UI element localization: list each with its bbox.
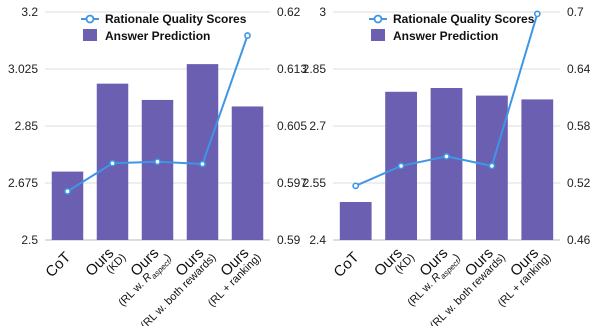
rationale-quality-point bbox=[244, 32, 251, 39]
y-tick-label: 3.2 bbox=[21, 5, 38, 19]
rationale-quality-point bbox=[352, 182, 360, 190]
legend-label: Rationale Quality Scores bbox=[105, 12, 247, 26]
legend-label: Rationale Quality Scores bbox=[393, 12, 535, 26]
rationale-quality-point bbox=[533, 10, 541, 18]
y2-tick-label: 0.613 bbox=[277, 62, 307, 76]
y2-tick-label: 0.62 bbox=[277, 5, 301, 19]
y2-tick-label: 0.46 bbox=[567, 233, 590, 247]
x-tick-label: CoT bbox=[330, 249, 362, 281]
x-tick-label: CoT bbox=[42, 249, 74, 281]
y-tick-label: 2.85 bbox=[15, 119, 39, 133]
y2-tick-label: 0.58 bbox=[567, 119, 590, 133]
answer-prediction-bar bbox=[51, 171, 84, 240]
rationale-quality-point bbox=[488, 162, 496, 170]
y-tick-label: 3 bbox=[319, 5, 326, 19]
answer-prediction-bar bbox=[141, 99, 174, 240]
rationale-quality-point bbox=[109, 159, 116, 167]
answer-prediction-bar bbox=[231, 106, 264, 240]
legend: Rationale Quality Scores Answer Predictio… bbox=[369, 12, 535, 43]
rationale-quality-point bbox=[154, 158, 161, 166]
legend-marker-icon bbox=[85, 14, 95, 24]
y2-tick-label: 0.59 bbox=[277, 233, 301, 247]
rationale-quality-point bbox=[443, 152, 450, 160]
y-tick-label: 2.85 bbox=[303, 62, 327, 76]
y2-tick-label: 0.7 bbox=[567, 5, 584, 19]
y-tick-label: 3.025 bbox=[8, 62, 38, 76]
y2-tick-label: 0.52 bbox=[567, 176, 590, 190]
y-tick-label: 2.7 bbox=[309, 119, 326, 133]
answer-prediction-bar bbox=[521, 99, 554, 241]
chart-panel-1: 2.5 2.675 2.85 3.025 3.2 0.59 0.597 0.605 0.613 0… bbox=[8, 5, 307, 326]
rationale-quality-point bbox=[199, 160, 206, 168]
y-tick-label: 2.4 bbox=[309, 233, 326, 247]
legend-bar-swatch bbox=[83, 29, 97, 41]
rationale-quality-point bbox=[397, 162, 405, 170]
y-tick-label: 2.5 bbox=[21, 233, 38, 247]
legend-marker-icon bbox=[373, 14, 383, 24]
legend-label: Answer Prediction bbox=[393, 29, 498, 43]
answer-prediction-bar bbox=[430, 88, 463, 240]
y2-tick-label: 0.64 bbox=[567, 62, 590, 76]
y2-tick-label: 0.605 bbox=[277, 119, 307, 133]
answer-prediction-bar bbox=[186, 64, 219, 240]
answer-prediction-bar bbox=[339, 202, 372, 240]
y-tick-label: 2.55 bbox=[303, 176, 327, 190]
legend: Rationale Quality Scores Answer Predictio… bbox=[81, 12, 247, 43]
y2-tick-label: 0.597 bbox=[277, 176, 307, 190]
y-tick-label: 2.675 bbox=[8, 176, 38, 190]
legend-label: Answer Prediction bbox=[105, 29, 210, 43]
rationale-quality-point bbox=[64, 187, 71, 195]
legend-bar-swatch bbox=[371, 29, 385, 41]
